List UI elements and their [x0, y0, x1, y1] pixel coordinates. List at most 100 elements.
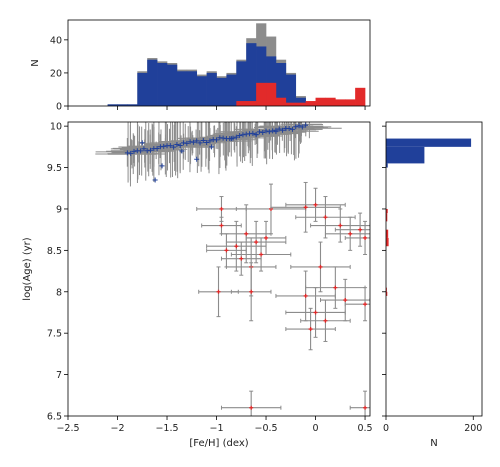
young-pop-point-29: [363, 405, 368, 410]
young-pop-point-10: [244, 231, 249, 236]
top-hist-bar-s1-b10: [167, 64, 178, 106]
old-pop-point: [299, 124, 305, 130]
age-metallicity-scatter: −2.5 −2 −1.5 −1 −0.5 0 0.5 6.5 7 7.5 8 8.5 9 9.5 10 [Fe…: [22, 121, 373, 449]
young-pop-point-23: [323, 318, 328, 323]
scatter-xtick-label: −1.5: [155, 423, 178, 434]
old-pop-point: [263, 128, 269, 134]
top-hist-bar-s1-b13: [196, 76, 207, 106]
top-hist-bar-s2-b21: [275, 97, 287, 106]
young-pop-point-2: [303, 205, 308, 210]
young-pop-point-1: [219, 206, 224, 211]
young-pop-point-5: [338, 223, 343, 228]
top-hist-ylabel: N: [30, 59, 41, 66]
young-pop-point-13: [259, 252, 264, 257]
right-hist-bar-8: [386, 291, 388, 296]
old-pop-point-1: [159, 163, 165, 169]
young-pop-point-24: [308, 327, 313, 332]
young-pop-point-9: [219, 223, 224, 228]
old-pop-point: [138, 148, 144, 154]
top-hist-bar-s1-b12: [186, 71, 198, 106]
right-hist-frame: [385, 121, 483, 417]
young-pop-point-17: [239, 256, 244, 261]
scatter-ytick-label: 9.5: [47, 163, 62, 174]
old-pop-point-9: [283, 126, 289, 132]
young-pop-point-6: [348, 231, 353, 236]
old-pop-point: [154, 146, 160, 152]
old-pop-point: [141, 146, 147, 152]
top-hist-bar-s2-b29: [355, 87, 366, 106]
old-pop-point-8: [273, 127, 279, 133]
scatter-ytick-label: 6.5: [47, 412, 62, 423]
right-hist-bar-0: [386, 138, 472, 147]
young-pop-point-12: [254, 240, 259, 245]
old-pop-point: [197, 140, 203, 146]
top-hist-bar-s1-b17: [236, 61, 247, 106]
right-hist-xtick-label: 0: [383, 423, 389, 434]
right-hist-bar-7: [386, 287, 387, 292]
top-hist-bar-s1-b16: [226, 74, 237, 106]
scatter-xtick-label: −0.5: [254, 423, 277, 434]
young-pop-point-4: [323, 215, 328, 220]
old-pop-point-0: [152, 177, 158, 183]
top-hist-bar-s2-b19: [256, 82, 267, 106]
old-pop-point: [171, 144, 177, 150]
old-pop-point: [167, 143, 173, 149]
young-pop-point-8: [363, 235, 368, 240]
old-pop-point: [174, 142, 180, 148]
young-pop-point-20: [303, 293, 308, 298]
top-hist-bar-s1-b6: [127, 104, 138, 106]
old-pop-point: [214, 137, 220, 143]
scatter-ylabel: log(Age) (yr): [22, 237, 33, 300]
metallicity-histogram: 0 20 40 N: [30, 19, 371, 113]
old-pop-point-2: [194, 156, 200, 162]
right-hist-bar-3: [386, 208, 388, 214]
top-hist-frame: [67, 19, 371, 107]
top-hist-bar-s2-b25: [315, 97, 326, 106]
right-hist-bar-4: [386, 213, 388, 222]
top-hist-bar-s2-b20: [266, 82, 277, 106]
top-hist-bar-s1-b23: [295, 97, 306, 106]
old-pop-point: [293, 124, 299, 130]
top-hist-bar-s1-b14: [206, 72, 217, 106]
young-pop-point-15: [224, 248, 229, 253]
right-hist-bar-1: [386, 146, 425, 164]
young-pop-point-26: [249, 289, 254, 294]
top-hist-bar-s2-b17: [236, 101, 247, 106]
young-pop-point-19: [333, 285, 338, 290]
old-pop-point: [161, 143, 167, 149]
scatter-data: [95, 122, 370, 416]
old-pop-point: [207, 138, 213, 144]
old-pop-point: [250, 130, 256, 136]
old-pop-point: [270, 128, 276, 134]
top-hist-bar-s1-b4: [107, 104, 118, 106]
top-hist-bar-s2-b27: [335, 99, 346, 106]
scatter-ytick-label: 7.5: [47, 329, 62, 340]
age-histogram: 0 200 N: [382, 121, 483, 449]
right-hist-xtick-label: 200: [464, 423, 482, 434]
old-pop-point-6: [228, 136, 234, 142]
old-pop-point: [128, 150, 134, 156]
old-pop-point: [303, 122, 309, 128]
old-pop-point: [237, 132, 243, 138]
old-pop-point-5: [209, 144, 215, 150]
young-pop-point-27: [363, 302, 368, 307]
right-hist-bar-6: [386, 237, 389, 247]
scatter-ytick-label: 7: [56, 370, 62, 381]
young-pop-point-28: [249, 405, 254, 410]
scatter-xtick-label: −2: [111, 423, 125, 434]
old-pop-point: [190, 139, 196, 145]
old-pop-point-7: [253, 131, 259, 137]
top-hist-bar-s1-b20: [266, 56, 277, 106]
top-hist-bar-s2-b23: [295, 102, 306, 106]
top-hist-bar-s1-b19: [256, 46, 267, 106]
scatter-ytick-label: 8: [56, 287, 62, 298]
old-pop-point: [289, 126, 295, 132]
old-pop-point: [200, 138, 206, 144]
top-hist-bar-s2-b18: [246, 101, 257, 106]
scatter-ytick-label: 10: [50, 122, 62, 133]
top-hist-bar-s2-b26: [325, 97, 336, 106]
old-pop-point-3: [139, 140, 145, 146]
old-pop-point: [194, 138, 200, 144]
top-hist-bar-s2-b22: [285, 102, 297, 106]
